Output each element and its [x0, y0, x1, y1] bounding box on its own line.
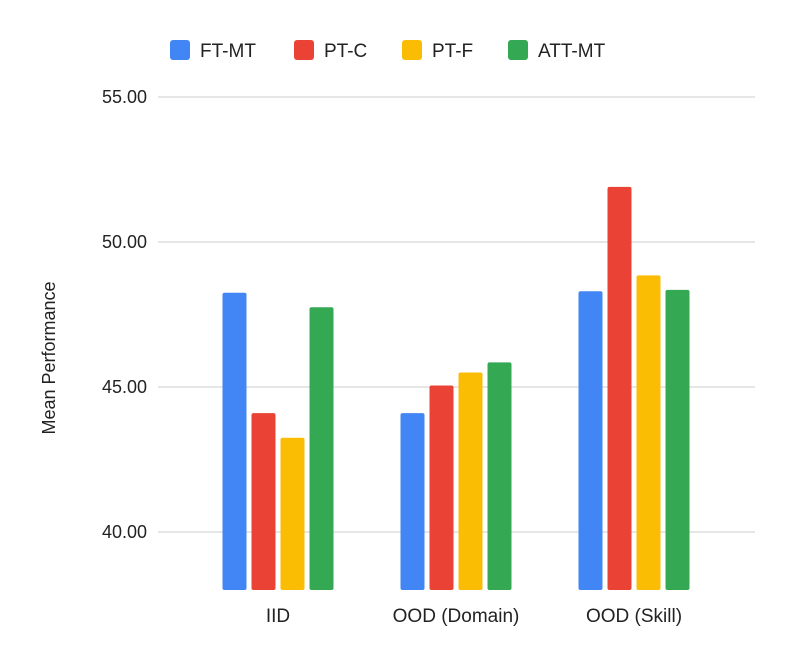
- bar-pt-f-iid: [280, 437, 305, 590]
- bar-pt-f-ood-domain: [458, 372, 483, 590]
- bar-att-mt-ood-domain: [487, 362, 512, 590]
- x-category-label: IID: [266, 606, 290, 627]
- legend: FT-MT PT-C PT-F ATT-MT: [170, 40, 606, 62]
- x-axis-labels: IID OOD (Domain) OOD (Skill): [266, 606, 682, 627]
- bar-att-mt-iid: [309, 307, 334, 590]
- y-tick-label: 55.00: [102, 87, 147, 107]
- legend-label: FT-MT: [200, 41, 256, 62]
- bar-pt-c-iid: [251, 413, 276, 590]
- y-tick-label: 45.00: [102, 377, 147, 397]
- bars: [222, 186, 690, 590]
- legend-swatch: [402, 40, 422, 60]
- bar-ft-mt-ood-skill: [578, 291, 603, 590]
- legend-item-pt-f: PT-F: [402, 40, 473, 62]
- legend-label: PT-C: [324, 41, 367, 62]
- y-axis-title: Mean Performance: [39, 281, 59, 434]
- y-tick-label: 40.00: [102, 522, 147, 542]
- gridlines: [158, 96, 755, 533]
- legend-item-att-mt: ATT-MT: [508, 40, 606, 62]
- legend-swatch: [170, 40, 190, 60]
- bar-att-mt-ood-skill: [665, 289, 690, 590]
- bar-pt-c-ood-domain: [429, 385, 454, 590]
- legend-swatch: [508, 40, 528, 60]
- legend-swatch: [294, 40, 314, 60]
- x-category-label: OOD (Domain): [393, 606, 520, 627]
- x-category-label: OOD (Skill): [586, 606, 682, 627]
- legend-label: PT-F: [432, 41, 473, 62]
- legend-item-pt-c: PT-C: [294, 40, 367, 62]
- bar-ft-mt-iid: [222, 292, 247, 590]
- legend-item-ft-mt: FT-MT: [170, 40, 256, 62]
- bar-ft-mt-ood-domain: [400, 413, 425, 590]
- bar-pt-f-ood-skill: [636, 275, 661, 590]
- bar-pt-c-ood-skill: [607, 186, 632, 590]
- y-tick-label: 50.00: [102, 232, 147, 252]
- y-axis-ticks: 40.00 45.00 50.00 55.00: [102, 87, 147, 542]
- legend-label: ATT-MT: [538, 41, 606, 62]
